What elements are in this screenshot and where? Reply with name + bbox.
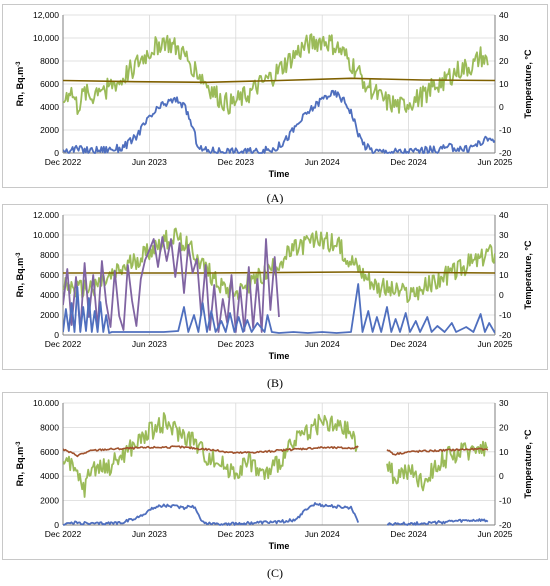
x-tick-label: Dec 2022 bbox=[45, 529, 82, 539]
y-left-tick-label: 10.000 bbox=[33, 230, 59, 240]
x-tick-label: Jun 2023 bbox=[132, 157, 167, 167]
series-line bbox=[63, 89, 495, 154]
series-line bbox=[63, 33, 489, 115]
y-left-tick-label: 2000 bbox=[40, 125, 59, 135]
y-left-tick-label: 8000 bbox=[40, 250, 59, 260]
y-right-tick-label: -10 bbox=[499, 125, 512, 135]
y-right-axis-label: Temperature, °C bbox=[523, 240, 533, 309]
y-right-tick-label: 40 bbox=[499, 210, 509, 220]
series-line bbox=[63, 445, 359, 458]
x-tick-label: Jun 2023 bbox=[132, 339, 167, 349]
y-right-tick-label: 20 bbox=[499, 250, 509, 260]
y-left-tick-label: 0 bbox=[54, 520, 59, 530]
y-left-tick-label: 12,000 bbox=[33, 10, 59, 20]
series-line bbox=[386, 518, 489, 526]
y-right-axis-label: Temperature, °C bbox=[523, 429, 533, 498]
y-left-tick-label: 12.000 bbox=[33, 210, 59, 220]
y-right-tick-label: 0 bbox=[499, 471, 504, 481]
y-right-tick-label: -20 bbox=[499, 520, 512, 530]
y-left-tick-label: 8000 bbox=[40, 422, 59, 432]
y-left-tick-label: 2000 bbox=[40, 496, 59, 506]
x-tick-label: Jun 2024 bbox=[305, 529, 340, 539]
y-right-tick-label: 30 bbox=[499, 33, 509, 43]
y-right-tick-label: 0 bbox=[499, 102, 504, 112]
y-left-tick-label: 6000 bbox=[40, 447, 59, 457]
y-right-axis-label: Temperature, °C bbox=[523, 49, 533, 118]
caption-b: (B) bbox=[267, 376, 283, 390]
y-left-tick-label: 4000 bbox=[40, 102, 59, 112]
y-right-tick-label: 10 bbox=[499, 270, 509, 280]
x-axis-label: Time bbox=[269, 169, 290, 179]
x-tick-label: Jun 2025 bbox=[478, 157, 513, 167]
y-right-tick-label: 20 bbox=[499, 422, 509, 432]
series-line bbox=[63, 412, 359, 498]
y-right-tick-label: 0 bbox=[499, 290, 504, 300]
x-tick-label: Jun 2024 bbox=[305, 339, 340, 349]
chart-b: 0 2000 4000 6000 8000 10.000 12.000 -20 -10 0 10 20… bbox=[15, 210, 533, 361]
y-left-axis-label: Rn, Bq.m-3 bbox=[15, 61, 25, 106]
x-tick-label: Dec 2024 bbox=[390, 529, 427, 539]
y-left-axis-label: Rn, Bq.m-3 bbox=[15, 441, 25, 486]
chart-panel-a: 0 2000 4000 6000 8000 10,000 12,000 -20 -10 0 10 20… bbox=[2, 4, 548, 188]
y-right-tick-label: -10 bbox=[499, 310, 512, 320]
y-right-tick-label: 20 bbox=[499, 56, 509, 66]
x-tick-label: Jun 2025 bbox=[478, 529, 513, 539]
caption-c: (C) bbox=[267, 566, 283, 580]
y-right-tick-label: 30 bbox=[499, 398, 509, 408]
y-left-tick-label: 6000 bbox=[40, 270, 59, 280]
y-left-tick-label: 10.000 bbox=[33, 398, 59, 408]
chart-panel-b: 0 2000 4000 6000 8000 10.000 12.000 -20 -10 0 10 20… bbox=[2, 204, 548, 370]
y-right-tick-label: -20 bbox=[499, 148, 512, 158]
series-line bbox=[63, 227, 495, 303]
series-line bbox=[386, 447, 489, 456]
y-left-tick-label: 2000 bbox=[40, 310, 59, 320]
chart-panel-c: 0 2000 4000 6000 8000 10.000 -20 -10 0 10 20 30 Dec … bbox=[2, 392, 548, 560]
x-tick-label: Dec 2023 bbox=[218, 157, 255, 167]
series-line bbox=[63, 283, 495, 334]
y-left-tick-label: 8000 bbox=[40, 56, 59, 66]
series-line bbox=[63, 271, 495, 274]
y-left-tick-label: 4000 bbox=[40, 290, 59, 300]
x-tick-label: Dec 2023 bbox=[218, 339, 255, 349]
x-tick-label: Jun 2023 bbox=[132, 529, 167, 539]
series-line bbox=[63, 502, 360, 526]
chart-c: 0 2000 4000 6000 8000 10.000 -20 -10 0 10 20 30 Dec … bbox=[15, 398, 533, 551]
series-line bbox=[63, 236, 280, 333]
x-tick-label: Dec 2024 bbox=[390, 157, 427, 167]
y-left-tick-label: 10,000 bbox=[33, 33, 59, 43]
x-tick-label: Dec 2022 bbox=[45, 339, 82, 349]
x-tick-label: Dec 2022 bbox=[45, 157, 82, 167]
y-right-tick-label: 30 bbox=[499, 230, 509, 240]
x-tick-label: Dec 2023 bbox=[218, 529, 255, 539]
series-line bbox=[63, 77, 495, 84]
y-left-tick-label: 6000 bbox=[40, 79, 59, 89]
x-tick-label: Jun 2024 bbox=[305, 157, 340, 167]
y-right-tick-label: -10 bbox=[499, 496, 512, 506]
y-left-tick-label: 4000 bbox=[40, 471, 59, 481]
x-axis-label: Time bbox=[269, 351, 290, 361]
y-right-tick-label: 10 bbox=[499, 447, 509, 457]
y-left-axis-label: Rn, Bq.m-3 bbox=[15, 252, 25, 297]
y-left-tick-label: 0 bbox=[54, 148, 59, 158]
x-tick-label: Dec 2024 bbox=[390, 339, 427, 349]
x-axis-label: Time bbox=[269, 541, 290, 551]
y-right-tick-label: -20 bbox=[499, 330, 512, 340]
y-right-tick-label: 10 bbox=[499, 79, 509, 89]
y-right-tick-label: 40 bbox=[499, 10, 509, 20]
series-line bbox=[386, 440, 489, 492]
x-tick-label: Jun 2025 bbox=[478, 339, 513, 349]
y-left-tick-label: 0 bbox=[54, 330, 59, 340]
chart-a: 0 2000 4000 6000 8000 10,000 12,000 -20 -10 0 10 20… bbox=[15, 10, 533, 179]
caption-a: (A) bbox=[266, 191, 284, 205]
